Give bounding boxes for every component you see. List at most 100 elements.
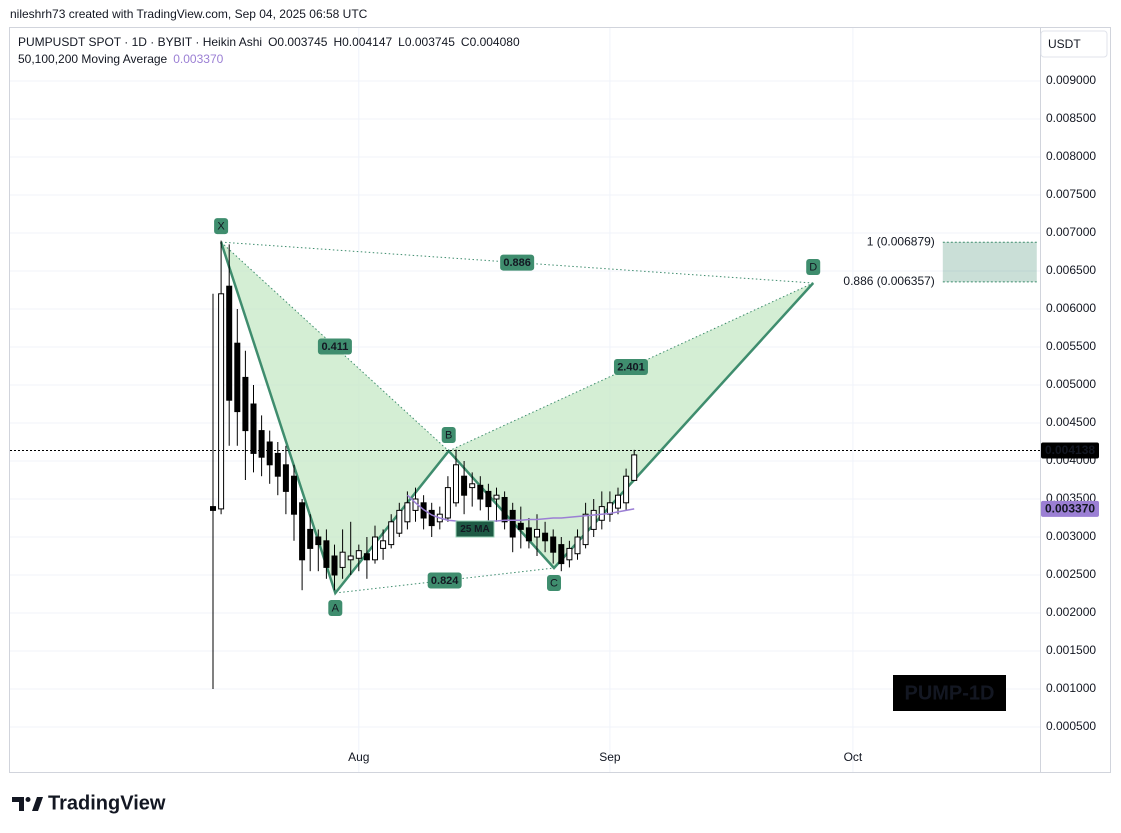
y-tick-label: 0.002500: [1046, 567, 1096, 581]
candle-body: [372, 536, 378, 561]
y-tick-label: 0.002000: [1046, 605, 1096, 619]
point-label: D: [809, 261, 817, 273]
candle-body: [323, 540, 330, 568]
candle-body: [282, 464, 289, 492]
candle-body: [388, 521, 395, 546]
candle-body: [331, 555, 338, 576]
pattern-fill: [221, 242, 449, 594]
ratio-badge: [613, 358, 648, 375]
candle-body: [404, 502, 411, 523]
ma-price-box: [1041, 500, 1099, 517]
y-tick-label: 0.009000: [1046, 73, 1096, 87]
candle-body: [477, 484, 484, 500]
candle-body: [631, 454, 638, 481]
logo-shape: [32, 797, 43, 811]
last-price-label: 0.004138: [1045, 443, 1095, 457]
point-badge: [328, 600, 343, 617]
ohlc-value: O0.003745: [268, 35, 328, 49]
y-tick-label: 0.003000: [1046, 529, 1096, 543]
y-tick-label: 0.006000: [1046, 301, 1096, 315]
logo-shape: [12, 797, 24, 811]
fib-zone: [942, 242, 1037, 282]
candle-body: [307, 528, 314, 549]
logo-shape: [25, 797, 31, 802]
moving-average: [406, 494, 635, 523]
candle-body: [347, 555, 354, 561]
x-tick-label: Sep: [599, 750, 621, 764]
candle-body: [461, 475, 468, 496]
candle-body: [509, 509, 516, 538]
ohlc-value: C0.004080: [460, 35, 520, 49]
x-tick-label: Aug: [348, 750, 369, 764]
ma-label-box: [455, 520, 495, 538]
y-tick-label: 0.006500: [1046, 263, 1096, 277]
candle-body: [258, 430, 265, 458]
point-label: B: [445, 429, 452, 441]
candle-body: [339, 551, 346, 568]
candle-body: [550, 536, 557, 553]
y-tick-label: 0.001500: [1046, 643, 1096, 657]
candle-body: [453, 464, 459, 504]
currency-box: [1040, 30, 1108, 58]
candle-body: [517, 522, 524, 530]
fib-label: 1 (0.006879): [867, 234, 935, 248]
candle-body: [234, 342, 241, 413]
candle-body: [566, 547, 573, 561]
point-badge: [547, 575, 562, 592]
candle-body: [558, 544, 565, 565]
candle-body: [355, 550, 362, 559]
ratio-badge: [500, 254, 535, 271]
candle-body: [299, 502, 306, 561]
y-tick-label: 0.008000: [1046, 149, 1096, 163]
point-badge: [806, 259, 821, 276]
brand: TradingView: [48, 792, 166, 814]
y-tick-label: 0.005000: [1046, 377, 1096, 391]
y-tick-label: 0.001000: [1046, 681, 1096, 695]
candle-body: [485, 490, 492, 508]
y-tick-label: 0.007000: [1046, 225, 1096, 239]
watermark: PUMP-1D: [904, 682, 994, 704]
pattern-leg: [219, 241, 815, 596]
y-tick-label: 0.000500: [1046, 719, 1096, 733]
candle-body: [590, 509, 597, 530]
candle-body: [582, 513, 589, 546]
ratio-badge: [427, 572, 462, 589]
y-tick-label: 0.008500: [1046, 111, 1096, 125]
ohlc-value: L0.003745: [398, 35, 455, 49]
candle-body: [210, 506, 216, 511]
candle-body: [525, 527, 532, 542]
ma-label: 25 MA: [460, 524, 489, 535]
candle-body: [226, 285, 233, 401]
candle-body: [534, 528, 540, 538]
ma-legend-line: 50,100,200 Moving Average 0.003370: [18, 52, 229, 66]
y-tick-label: 0.004500: [1046, 415, 1096, 429]
candle-body: [315, 536, 322, 546]
candle-body: [444, 487, 451, 519]
ratio-label: 2.401: [617, 361, 645, 373]
watermark-box: [893, 675, 1006, 711]
candle-body: [396, 509, 403, 534]
point-label: C: [550, 577, 558, 589]
candle-body: [428, 509, 435, 527]
candle-body: [542, 532, 549, 542]
ratio-label: 0.824: [431, 575, 459, 587]
candle-body: [493, 494, 500, 500]
y-tick-label: 0.005500: [1046, 339, 1096, 353]
candle-body: [250, 403, 257, 454]
pattern-dotted-leg: [335, 567, 555, 594]
candle-body: [574, 536, 581, 555]
currency: USDT: [1048, 37, 1081, 51]
brand-logo: [12, 797, 43, 811]
symbol-title: PUMPUSDT SPOT · 1D · BYBIT · Heikin Ashi: [18, 35, 263, 49]
point-label: A: [332, 602, 340, 614]
pattern-dotted-leg: [220, 241, 450, 452]
author-line: nileshrh73 created with TradingView.com,…: [10, 7, 368, 21]
candle-body: [380, 540, 387, 549]
y-tick-label: 0.007500: [1046, 187, 1096, 201]
candle-body: [242, 376, 249, 432]
fib-label: 0.886 (0.006357): [843, 274, 934, 288]
candle-body: [363, 553, 370, 561]
point-label: X: [217, 221, 225, 233]
